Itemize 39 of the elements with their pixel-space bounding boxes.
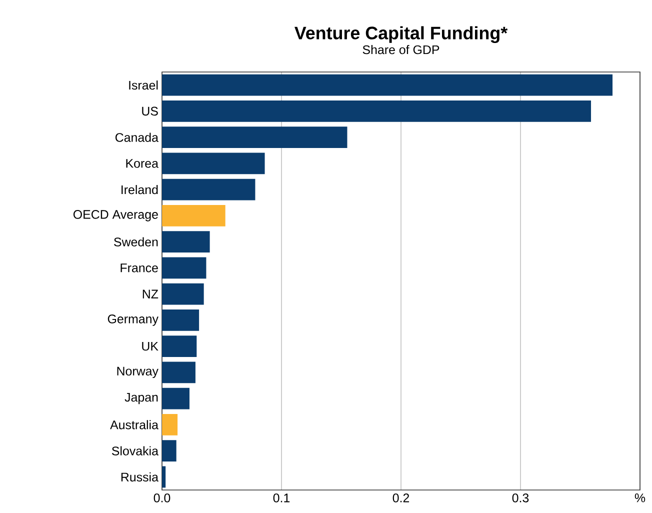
bar bbox=[162, 178, 256, 200]
y-tick-label: Israel bbox=[129, 80, 158, 90]
bar bbox=[162, 388, 190, 410]
bar bbox=[162, 74, 613, 96]
y-tick-label: Norway bbox=[117, 366, 158, 378]
y-tick-label: Canada bbox=[115, 132, 158, 142]
bar bbox=[162, 362, 196, 384]
x-tick-label: 0.2 bbox=[392, 494, 410, 502]
y-tick-label: Ireland bbox=[122, 184, 158, 194]
bar bbox=[162, 152, 265, 174]
x-tick-label: 0.3 bbox=[512, 494, 529, 502]
bar bbox=[162, 440, 176, 462]
bar bbox=[162, 414, 178, 436]
bar bbox=[162, 204, 226, 226]
y-tick-label: Slovakia bbox=[112, 446, 158, 456]
y-tick-label: UK bbox=[142, 342, 158, 351]
y-tick-label: Korea bbox=[126, 159, 158, 168]
bar bbox=[162, 466, 166, 488]
y-tick-label: OECD Average bbox=[73, 210, 158, 222]
y-tick-label: Russia bbox=[121, 472, 158, 482]
x-tick-label: 0.1 bbox=[273, 494, 290, 502]
x-tick-label: 0.0 bbox=[154, 494, 170, 502]
chart-title: Venture Capital Funding* bbox=[294, 26, 508, 43]
y-tick-label: Japan bbox=[124, 392, 158, 404]
x-tick-label: % bbox=[634, 494, 646, 502]
bar bbox=[162, 257, 206, 279]
y-tick-label: US bbox=[142, 106, 158, 116]
y-tick-label: France bbox=[120, 264, 158, 272]
chart-subtitle: Share of GDP bbox=[362, 44, 440, 54]
bar bbox=[162, 231, 210, 253]
bar bbox=[162, 309, 200, 331]
bar bbox=[162, 336, 197, 358]
bar bbox=[162, 126, 348, 148]
bar bbox=[162, 100, 592, 122]
y-tick-label: NZ bbox=[142, 290, 158, 298]
bar bbox=[162, 283, 204, 305]
y-tick-label: Germany bbox=[108, 314, 158, 326]
y-tick-label: Sweden bbox=[114, 237, 158, 246]
y-tick-label: Australia bbox=[110, 420, 158, 430]
